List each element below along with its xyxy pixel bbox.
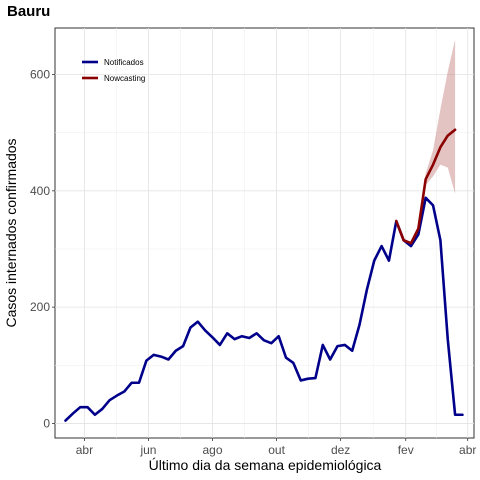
y-tick-label: 200 [30,300,50,314]
y-tick-label: 0 [43,416,50,430]
legend-label: Notificados [104,58,144,67]
x-tick-label: abr [459,443,476,457]
chart-title: Bauru [7,3,50,20]
panel-border [54,27,475,439]
legend-item-notificados: Notificados [82,58,144,67]
legend-label: Nowcasting [104,74,145,83]
legend: Notificados Nowcasting [82,58,145,83]
plot-panel [54,27,475,439]
x-tick-label: ago [203,443,223,457]
x-tick-label: jun [139,443,156,457]
nowcasting-line [394,128,457,245]
grid-minor [55,28,474,438]
x-tick-label: out [268,443,285,457]
y-axis: 0 200 400 600 [30,68,55,430]
y-tick-label: 600 [30,68,50,82]
x-tick-label: fev [398,443,414,457]
x-tick-label: dez [331,443,350,457]
legend-item-nowcasting: Nowcasting [82,74,145,83]
grid-major [55,28,474,438]
x-axis-title: Último dia da semana epidemiológica [149,457,382,473]
x-axis: abr jun ago out dez fev abr [76,438,476,457]
x-tick-label: abr [76,443,93,457]
y-tick-label: 400 [30,184,50,198]
series-line-layer [64,128,464,422]
y-axis-title: Casos internados confirmados [3,138,19,327]
